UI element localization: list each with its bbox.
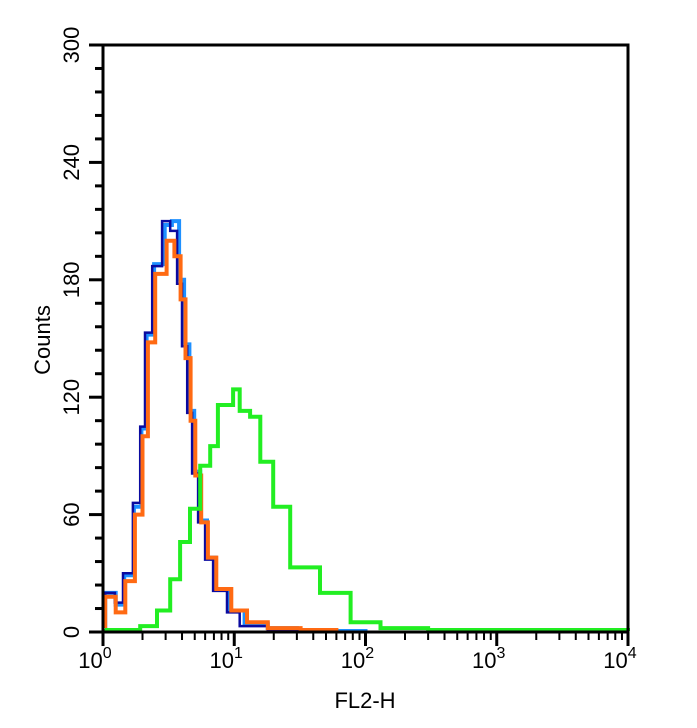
x-tick-exponent: 3 bbox=[497, 645, 506, 662]
series-line-3 bbox=[103, 387, 630, 633]
series-line-2 bbox=[103, 238, 339, 632]
x-tick-label: 102 bbox=[341, 645, 374, 673]
x-tick-base: 10 bbox=[603, 648, 627, 673]
y-tick-label: 180 bbox=[59, 261, 84, 298]
x-tick-label: 103 bbox=[472, 645, 505, 673]
x-tick-exponent: 2 bbox=[365, 645, 374, 662]
x-tick-base: 10 bbox=[210, 648, 234, 673]
x-tick-exponent: 4 bbox=[628, 645, 637, 662]
x-tick-base: 10 bbox=[472, 648, 496, 673]
y-tick-label: 60 bbox=[59, 502, 84, 526]
x-tick-label: 101 bbox=[210, 645, 243, 673]
y-tick-label: 120 bbox=[59, 379, 84, 416]
y-tick-label: 0 bbox=[59, 626, 84, 638]
x-tick-label: 100 bbox=[78, 645, 111, 673]
x-axis-label: FL2-H bbox=[334, 688, 395, 713]
y-axis-label: Counts bbox=[30, 305, 55, 375]
x-tick-exponent: 1 bbox=[234, 645, 243, 662]
x-tick-label: 104 bbox=[603, 645, 636, 673]
series-layer bbox=[103, 219, 630, 633]
x-tick-base: 10 bbox=[341, 648, 365, 673]
y-tick-label: 300 bbox=[59, 27, 84, 64]
x-tick-exponent: 0 bbox=[103, 645, 112, 662]
y-tick-label: 240 bbox=[59, 144, 84, 181]
x-tick-base: 10 bbox=[78, 648, 102, 673]
